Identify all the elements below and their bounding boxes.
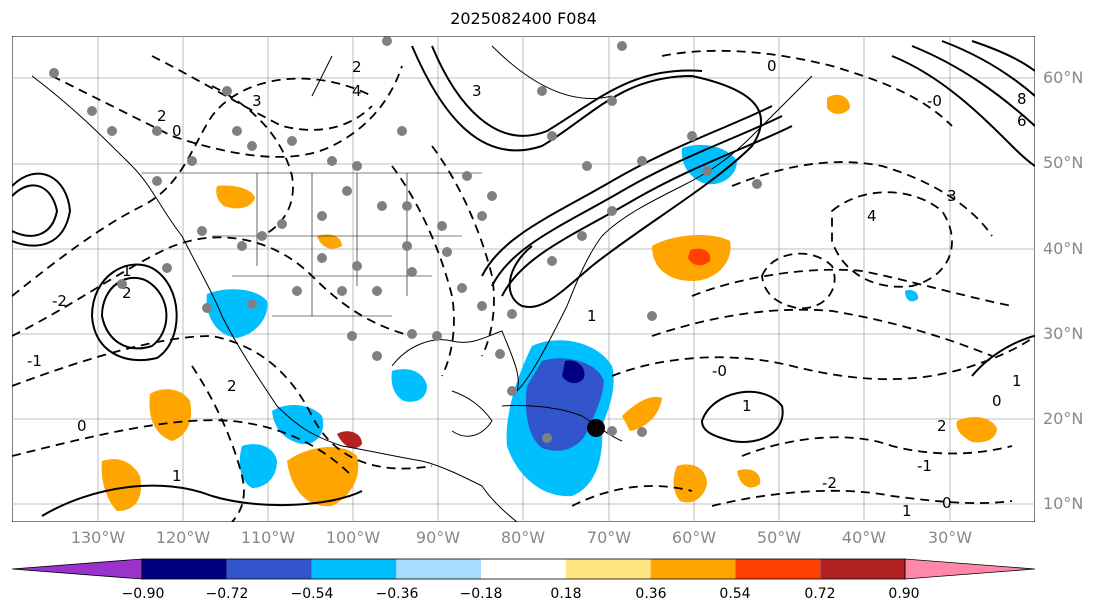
colorbar-tick-label: −0.72 bbox=[205, 586, 249, 602]
contour-label: 0 bbox=[172, 122, 182, 140]
lat-label: 30°N bbox=[1043, 324, 1084, 343]
colorbar-tick-label: 0.36 bbox=[635, 586, 667, 602]
shade-pacific-orange bbox=[149, 389, 192, 441]
shade-mexico-red bbox=[337, 431, 362, 449]
colorbar-tick-label: 0.90 bbox=[888, 586, 920, 602]
lon-label: 120°W bbox=[155, 528, 211, 547]
colorbar-swatches bbox=[11, 558, 1036, 580]
contour-label: 3 bbox=[472, 82, 482, 100]
contour-label: 4 bbox=[867, 207, 877, 225]
colorbar-tick-label: −0.36 bbox=[375, 586, 419, 602]
contour-label: 2 bbox=[157, 107, 167, 125]
lat-label: 40°N bbox=[1043, 239, 1084, 258]
contour-label: -2 bbox=[822, 474, 837, 492]
shading-regions bbox=[101, 94, 997, 511]
shade-nw-orange bbox=[216, 185, 255, 209]
contour-label: 1 bbox=[587, 307, 597, 325]
contour-label: 0 bbox=[992, 392, 1002, 410]
lat-label: 60°N bbox=[1043, 68, 1084, 87]
colorbar-swatch bbox=[142, 559, 227, 579]
shade-blue-small bbox=[905, 289, 919, 302]
colorbar-outline bbox=[141, 558, 906, 580]
contour-label: 8 bbox=[1017, 90, 1027, 108]
contour-labels: 2 4 3 2 0 1 3 2 1 0 -2 -1 -0 1 2 0 -1 -2… bbox=[27, 57, 1027, 520]
lon-label: 110°W bbox=[240, 528, 296, 547]
contour-label: 1 bbox=[902, 502, 912, 520]
lon-label: 30°W bbox=[927, 528, 973, 547]
lon-label: 40°W bbox=[841, 528, 887, 547]
weather-map: 2 4 3 2 0 1 3 2 1 0 -2 -1 -0 1 2 0 -1 -2… bbox=[12, 36, 1035, 522]
shade-pacific-blue bbox=[239, 444, 277, 488]
contour-label: 3 bbox=[252, 92, 262, 110]
colorbar bbox=[11, 558, 1036, 580]
shade-mexico-orange bbox=[287, 446, 359, 507]
contour-label: 2 bbox=[352, 58, 362, 76]
colorbar-tick-label: 0.72 bbox=[804, 586, 836, 602]
colorbar-tick-label: −0.18 bbox=[459, 586, 503, 602]
shade-ne-orange bbox=[827, 94, 850, 114]
dashed-contours bbox=[12, 49, 1035, 522]
map-title: 2025082400 F084 bbox=[450, 9, 597, 28]
lon-label: 60°W bbox=[671, 528, 717, 547]
lon-label: 130°W bbox=[70, 528, 126, 547]
colorbar-swatch bbox=[820, 559, 905, 579]
lon-label: 80°W bbox=[500, 528, 546, 547]
solid-contours bbox=[12, 40, 1035, 517]
colorbar-swatch bbox=[226, 559, 312, 579]
contour-label: 0 bbox=[767, 57, 777, 75]
shade-gulf-blue-2 bbox=[391, 369, 427, 402]
contour-label: 0 bbox=[77, 417, 87, 435]
colorbar-tick-label: 0.18 bbox=[550, 586, 582, 602]
colorbar-tick-label: 0.54 bbox=[719, 586, 751, 602]
contour-label: -0 bbox=[927, 92, 942, 110]
colorbar-swatch bbox=[396, 559, 482, 579]
lon-label: 70°W bbox=[586, 528, 632, 547]
contour-label: 1 bbox=[742, 397, 752, 415]
contour-label: -1 bbox=[917, 457, 932, 475]
contour-label: 1 bbox=[172, 467, 182, 485]
contour-label: 3 bbox=[947, 187, 957, 205]
lat-label: 50°N bbox=[1043, 153, 1084, 172]
contour-label: 2 bbox=[122, 284, 132, 302]
shade-caribbean-core bbox=[562, 360, 585, 384]
colorbar-swatch bbox=[481, 559, 566, 579]
contour-label: -0 bbox=[712, 362, 727, 380]
storm-center-marker bbox=[587, 419, 605, 437]
shade-orange-small bbox=[317, 234, 342, 249]
shade-yucatan-orange bbox=[673, 464, 707, 503]
shade-lesser-orange bbox=[622, 396, 662, 431]
borders bbox=[142, 172, 482, 317]
lat-label: 10°N bbox=[1043, 494, 1084, 513]
lon-label: 100°W bbox=[325, 528, 381, 547]
colorbar-swatch bbox=[735, 559, 821, 579]
station-markers bbox=[49, 36, 762, 443]
colorbar-swatch bbox=[11, 558, 143, 580]
colorbar-tick-label: −0.90 bbox=[121, 586, 165, 602]
shade-orange-small-2 bbox=[737, 469, 761, 488]
colorbar-swatch bbox=[311, 559, 397, 579]
colorbar-swatch bbox=[650, 559, 736, 579]
colorbar-tick-label: −0.54 bbox=[290, 586, 334, 602]
colorbar-swatch bbox=[565, 559, 651, 579]
shade-caribbean-mid bbox=[525, 358, 604, 451]
contour-label: 0 bbox=[942, 494, 952, 512]
lon-label: 90°W bbox=[415, 528, 461, 547]
lon-label: 50°W bbox=[756, 528, 802, 547]
contour-label: 4 bbox=[352, 82, 362, 100]
shade-east-atl-orange bbox=[956, 416, 997, 443]
shade-atlantic-red bbox=[688, 248, 711, 266]
colorbar-swatch bbox=[904, 558, 1036, 580]
contour-label: 2 bbox=[227, 377, 237, 395]
contour-label: -2 bbox=[52, 292, 67, 310]
contour-label: 1 bbox=[1012, 372, 1022, 390]
contour-label: 6 bbox=[1017, 112, 1027, 130]
shade-pacific-orange-2 bbox=[101, 459, 142, 511]
lat-label: 20°N bbox=[1043, 409, 1084, 428]
contour-label: -1 bbox=[27, 352, 42, 370]
contour-label: 2 bbox=[937, 417, 947, 435]
contour-label: 1 bbox=[122, 262, 132, 280]
